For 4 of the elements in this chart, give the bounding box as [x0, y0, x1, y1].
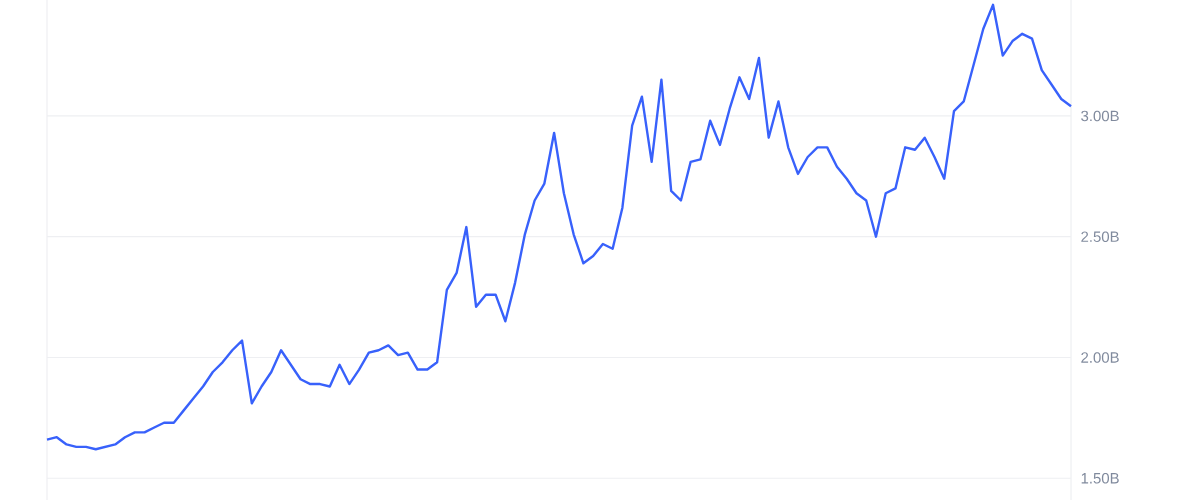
y-tick-label: 1.50B [1081, 472, 1119, 484]
y-tick-label: 2.50B [1081, 231, 1119, 242]
y-tick-label: 3.00B [1081, 110, 1119, 122]
y-tick-label: 2.00B [1081, 352, 1119, 363]
